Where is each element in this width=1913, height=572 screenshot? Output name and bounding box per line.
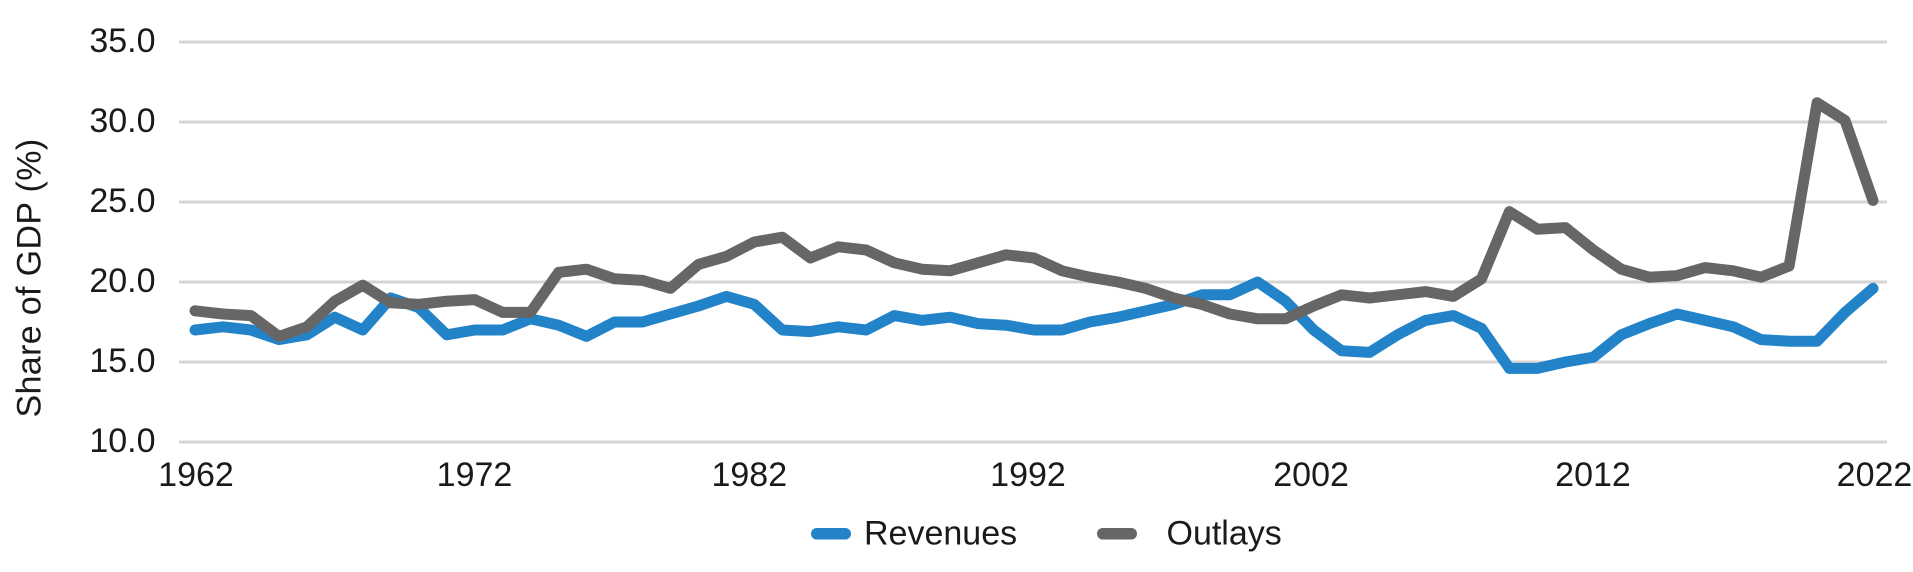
svg-text:1972: 1972 [437, 456, 513, 494]
svg-text:15.0: 15.0 [89, 342, 155, 380]
svg-text:1962: 1962 [158, 456, 234, 494]
svg-text:2022: 2022 [1837, 456, 1913, 494]
svg-text:35.0: 35.0 [89, 22, 155, 60]
svg-text:Share of GDP (%): Share of GDP (%) [11, 139, 49, 418]
svg-text:1982: 1982 [711, 456, 787, 494]
svg-text:Revenues: Revenues [864, 515, 1017, 553]
svg-text:1992: 1992 [990, 456, 1066, 494]
svg-text:20.0: 20.0 [89, 262, 155, 300]
svg-text:2012: 2012 [1555, 456, 1631, 494]
svg-text:10.0: 10.0 [89, 422, 155, 460]
svg-text:2002: 2002 [1273, 456, 1349, 494]
svg-text:Outlays: Outlays [1167, 515, 1282, 553]
svg-text:25.0: 25.0 [89, 182, 155, 220]
svg-text:30.0: 30.0 [89, 102, 155, 140]
